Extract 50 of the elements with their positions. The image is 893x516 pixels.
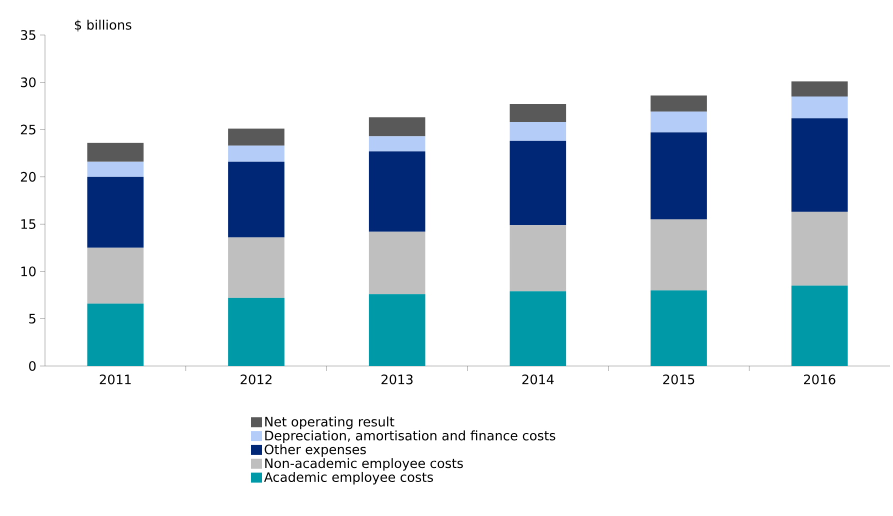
legend-label: Net operating result [265,416,394,430]
bar [368,117,426,136]
x-tick-label: 2011 [100,374,131,384]
bar [650,219,707,290]
y-tick-label: 0 [29,361,36,371]
bar [87,162,144,177]
bar [650,112,707,132]
y-axis-title: $ billions [74,20,132,32]
legend-label: Academic employee costs [264,472,433,485]
bar [228,146,284,162]
bar [87,176,144,248]
legend-label: Depreciation, amortisation and finance costs [265,430,556,443]
bar [510,140,566,226]
y-tick-label: 10 [21,266,36,276]
y-tick-label: 35 [20,30,36,40]
bar [368,136,426,152]
x-tick-label: 2016 [804,374,836,384]
legend-label: Non-academic employee costs [265,458,463,471]
y-tick-label: 25 [20,124,36,134]
bar [791,96,848,118]
y-tick-label: 30 [20,77,36,88]
bar [228,128,284,146]
bar [650,132,707,220]
legend-label: Other expenses [264,444,366,457]
bar [791,212,848,286]
bar [228,162,284,238]
bar [650,96,707,112]
bar [228,237,284,298]
x-tick-label: 2014 [522,374,554,384]
bar [510,122,566,141]
y-tick-label: 15 [21,219,36,229]
y-tick-label: 20 [20,172,36,182]
bar [87,142,144,162]
bar [791,118,848,212]
bar [510,291,566,366]
x-tick-label: 2012 [240,374,272,384]
bar [510,225,566,292]
y-tick-label: 5 [29,314,36,324]
bar [87,304,144,366]
bar [87,248,144,304]
bar [791,81,848,96]
x-tick-label: 2015 [663,374,694,384]
bar [228,298,284,366]
bar [368,294,426,366]
bar [368,151,426,232]
x-tick-label: 2013 [381,374,413,384]
bar [510,104,566,122]
bar [650,290,707,366]
bar [791,286,848,366]
bar [368,232,426,294]
